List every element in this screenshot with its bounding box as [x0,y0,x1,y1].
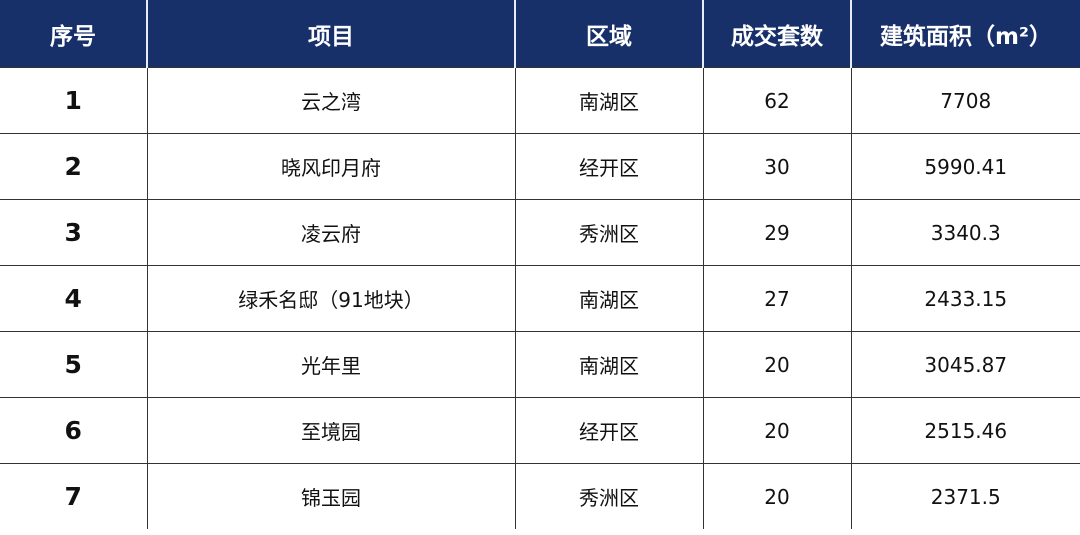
cell-project: 晓风印月府 [146,133,516,200]
cell-rank: 4 [0,265,148,332]
cell-rank: 2 [0,133,148,200]
column-header-project: 项目 [146,0,516,68]
cell-rank: 3 [0,199,148,266]
cell-district: 经开区 [514,133,704,200]
cell-floor-area: 7708 [850,67,1080,134]
column-header-units-sold: 成交套数 [702,0,852,68]
cell-district: 南湖区 [514,331,704,398]
cell-project: 至境园 [146,397,516,464]
cell-rank: 1 [0,67,148,134]
cell-district: 秀洲区 [514,199,704,266]
table-row: 3 凌云府 秀洲区 29 3340.3 [0,199,1080,266]
table-row: 1 云之湾 南湖区 62 7708 [0,67,1080,134]
cell-units-sold: 62 [702,67,852,134]
cell-floor-area: 2515.46 [850,397,1080,464]
cell-rank: 7 [0,463,148,529]
table-row: 5 光年里 南湖区 20 3045.87 [0,331,1080,398]
cell-units-sold: 20 [702,331,852,398]
cell-rank: 5 [0,331,148,398]
table-row: 6 至境园 经开区 20 2515.46 [0,397,1080,464]
table-header-row: 序号 项目 区域 成交套数 建筑面积（m²） [0,0,1080,68]
table-row: 4 绿禾名邸（91地块） 南湖区 27 2433.15 [0,265,1080,332]
cell-rank: 6 [0,397,148,464]
cell-units-sold: 27 [702,265,852,332]
cell-project: 云之湾 [146,67,516,134]
cell-floor-area: 3340.3 [850,199,1080,266]
table-row: 2 晓风印月府 经开区 30 5990.41 [0,133,1080,200]
table-row: 7 锦玉园 秀洲区 20 2371.5 [0,463,1080,529]
cell-units-sold: 20 [702,397,852,464]
cell-project: 光年里 [146,331,516,398]
cell-floor-area: 5990.41 [850,133,1080,200]
cell-district: 秀洲区 [514,463,704,529]
column-header-district: 区域 [514,0,704,68]
cell-floor-area: 3045.87 [850,331,1080,398]
cell-project: 锦玉园 [146,463,516,529]
cell-floor-area: 2433.15 [850,265,1080,332]
cell-district: 南湖区 [514,265,704,332]
cell-project: 凌云府 [146,199,516,266]
cell-project: 绿禾名邸（91地块） [146,265,516,332]
cell-units-sold: 29 [702,199,852,266]
cell-floor-area: 2371.5 [850,463,1080,529]
cell-units-sold: 20 [702,463,852,529]
cell-district: 南湖区 [514,67,704,134]
cell-district: 经开区 [514,397,704,464]
column-header-rank: 序号 [0,0,148,68]
column-header-floor-area: 建筑面积（m²） [850,0,1080,68]
cell-units-sold: 30 [702,133,852,200]
